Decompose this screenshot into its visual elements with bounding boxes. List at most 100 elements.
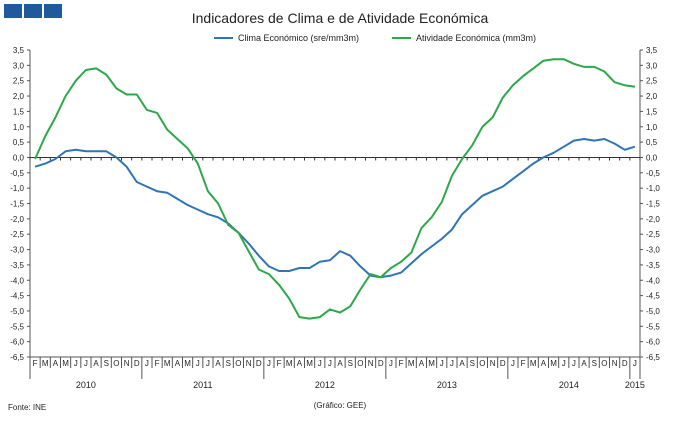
month-label: A	[337, 359, 343, 368]
series-group	[34, 58, 636, 320]
month-label: M	[184, 359, 191, 368]
chart-title: Indicadores de Clima e de Atividade Econ…	[192, 10, 489, 26]
y-tick-label-right: -3,5	[646, 261, 660, 270]
month-label: F	[33, 359, 38, 368]
y-tick-label-left: -2,5	[10, 230, 24, 239]
month-label: M	[428, 359, 435, 368]
y-tick-label-left: -5,0	[10, 307, 24, 316]
y-tick-label-left: 3,5	[13, 46, 25, 55]
month-label: J	[328, 359, 332, 368]
y-tick-label-right: -5,0	[646, 307, 660, 316]
y-tick-label-left: 1,0	[13, 123, 25, 132]
month-label: J	[450, 359, 454, 368]
month-label: J	[206, 359, 210, 368]
month-label: J	[74, 359, 78, 368]
month-label: S	[226, 359, 231, 368]
month-label: M	[62, 359, 69, 368]
y-tick-label-left: 1,5	[13, 107, 25, 116]
month-label: M	[530, 359, 537, 368]
month-label: F	[521, 359, 526, 368]
series-line-clima	[34, 138, 636, 279]
year-label: 2014	[559, 380, 579, 390]
y-tick-label-left: -1,5	[10, 200, 24, 209]
month-label: M	[550, 359, 557, 368]
month-label: J	[572, 359, 576, 368]
month-label: J	[562, 359, 566, 368]
year-label: 2012	[315, 380, 335, 390]
month-label: J	[511, 359, 515, 368]
month-label: A	[53, 359, 59, 368]
month-label: O	[479, 359, 485, 368]
month-label: D	[622, 359, 628, 368]
y-tick-label-right: 2,0	[646, 92, 658, 101]
legend-label-clima: Clima Económico (sre/mm3m)	[238, 33, 359, 43]
y-tick-label-right: 0,5	[646, 138, 658, 147]
month-label: J	[196, 359, 200, 368]
y-tick-label-left: -4,5	[10, 292, 24, 301]
logo-block	[44, 4, 62, 18]
month-label: S	[470, 359, 475, 368]
series-line-atividade	[34, 58, 636, 320]
month-label: S	[104, 359, 109, 368]
logo-block	[4, 4, 22, 18]
month-label: D	[134, 359, 140, 368]
month-label: A	[581, 359, 587, 368]
month-label: F	[399, 359, 404, 368]
y-tick-label-right: -5,5	[646, 322, 660, 331]
legend-label-atividade: Atividade Económica (mm3m)	[416, 33, 536, 43]
y-tick-label-left: -3,0	[10, 246, 24, 255]
y-tick-label-right: 3,0	[646, 61, 658, 70]
logo-block	[24, 4, 42, 18]
month-label: A	[215, 359, 221, 368]
source-note: Fonte: INE	[8, 403, 46, 412]
month-label: N	[490, 359, 496, 368]
month-label: M	[42, 359, 49, 368]
y-tick-label-left: 0,5	[13, 138, 25, 147]
y-tick-label-left: -5,5	[10, 322, 24, 331]
month-label: A	[93, 359, 99, 368]
gee-logo	[4, 4, 62, 18]
month-label: M	[408, 359, 415, 368]
y-tick-label-left: -2,0	[10, 215, 24, 224]
month-label: O	[357, 359, 363, 368]
month-label: J	[633, 359, 637, 368]
credit-note: (Gráfico: GEE)	[314, 401, 367, 410]
y-tick-label-right: -6,5	[646, 353, 660, 362]
y-tick-label-left: 3,0	[13, 61, 25, 70]
legend: Clima Económico (sre/mm3m) Atividade Eco…	[214, 33, 536, 43]
y-tick-label-right: -2,5	[646, 230, 660, 239]
month-label: M	[306, 359, 313, 368]
y-tick-label-right: -2,0	[646, 215, 660, 224]
y-tick-label-left: -1,0	[10, 184, 24, 193]
month-label: A	[541, 359, 547, 368]
month-label: S	[592, 359, 597, 368]
month-label: J	[318, 359, 322, 368]
month-label: N	[124, 359, 130, 368]
axes: 3,5 3,5 3,0 3,0 2,5 2,5 2,0 2,0 1,5 1,5 1,0 1,0 0,5 0…	[10, 46, 660, 390]
month-label: O	[235, 359, 241, 368]
y-tick-label-left: -3,5	[10, 261, 24, 270]
y-tick-label-right: -1,0	[646, 184, 660, 193]
month-label: N	[246, 359, 252, 368]
year-label: 2010	[76, 380, 96, 390]
y-tick-label-right: -1,5	[646, 200, 660, 209]
y-tick-label-right: 1,0	[646, 123, 658, 132]
month-label: J	[267, 359, 271, 368]
y-tick-label-right: 3,5	[646, 46, 658, 55]
y-tick-label-right: 0,0	[646, 153, 658, 162]
month-label: O	[113, 359, 119, 368]
month-label: A	[175, 359, 181, 368]
y-tick-label-right: -6,0	[646, 338, 660, 347]
month-label: D	[500, 359, 506, 368]
month-label: D	[378, 359, 384, 368]
y-tick-label-left: 2,0	[13, 92, 25, 101]
month-label: A	[459, 359, 465, 368]
month-label: N	[612, 359, 618, 368]
y-tick-label-right: -4,5	[646, 292, 660, 301]
month-label: J	[84, 359, 88, 368]
y-tick-label-left: -0,5	[10, 169, 24, 178]
y-tick-label-right: 2,5	[646, 77, 658, 86]
y-tick-label-right: -4,0	[646, 276, 660, 285]
month-label: F	[155, 359, 160, 368]
